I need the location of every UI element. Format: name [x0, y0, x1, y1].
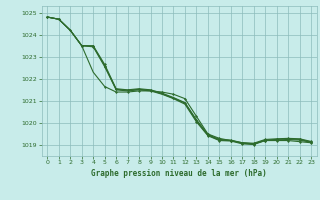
- X-axis label: Graphe pression niveau de la mer (hPa): Graphe pression niveau de la mer (hPa): [91, 169, 267, 178]
